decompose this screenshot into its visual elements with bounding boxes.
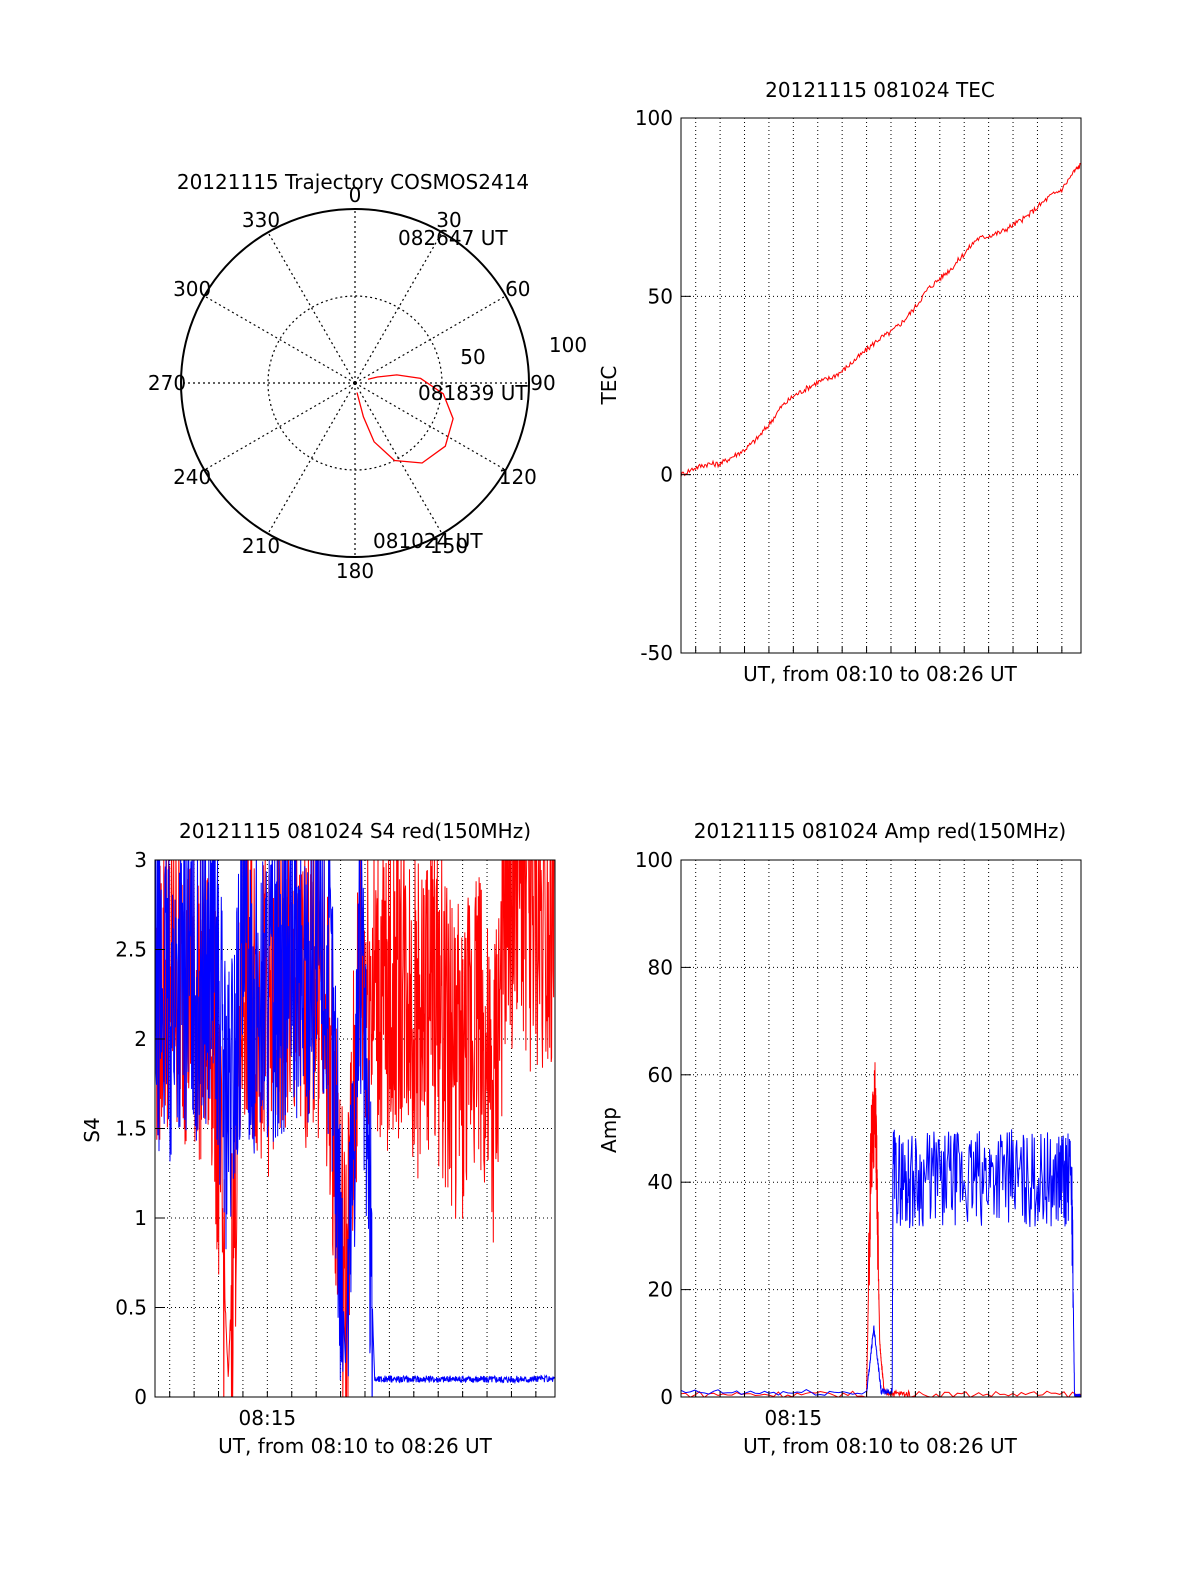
amp-grid (681, 860, 1081, 1397)
polar-azimuth-label-330: 330 (242, 208, 280, 232)
polar-annotation-mid: 081839 UT (418, 381, 528, 405)
polar-azimuth-label-270: 270 (148, 371, 186, 395)
polar-panel: 20121115 Trajectory COSMOS2414 0 30 60 90 12… (148, 170, 587, 583)
amp-ytick-label-60: 60 (648, 1063, 673, 1087)
polar-spoke-210 (267, 382, 356, 534)
amp-ytick-label-20: 20 (648, 1278, 673, 1302)
polar-azimuth-label-180: 180 (336, 559, 374, 583)
tec-title: 20121115 081024 TEC (765, 78, 995, 102)
s4-ytick-label-0.5: 0.5 (115, 1296, 147, 1320)
amp-ticks: 0 20 40 60 80 100 08:15 (635, 848, 1063, 1430)
polar-outer-ring (180, 208, 530, 558)
polar-radial-label-100: 100 (549, 333, 587, 357)
s4-ylabel: S4 (80, 1117, 104, 1142)
polar-series (356, 374, 454, 464)
amp-ytick-label-100: 100 (635, 848, 673, 872)
tec-plot-frame (680, 117, 1082, 654)
tec-ytick-label-50: 50 (648, 284, 673, 308)
polar-azimuth-label-300: 300 (173, 277, 211, 301)
s4-xtick-label-0: 08:15 (239, 1406, 297, 1430)
amp-xtick-label-0: 08:15 (765, 1406, 823, 1430)
tec-xlabel: UT, from 08:10 to 08:26 UT (743, 662, 1018, 686)
s4-ytick-label-2.5: 2.5 (115, 938, 147, 962)
tec-grid (681, 118, 1081, 653)
amp-series-line-0 (681, 1062, 1081, 1397)
polar-azimuth-label-120: 120 (499, 465, 537, 489)
amp-xlabel: UT, from 08:10 to 08:26 UT (743, 1434, 1018, 1458)
polar-title: 20121115 Trajectory COSMOS2414 (177, 170, 529, 194)
tec-ticks: -50 0 50 100 (635, 106, 1063, 665)
s4-panel: 20121115 081024 S4 red(150MHz) 0 0.5 1 1.5 2… (80, 819, 556, 1458)
polar-spoke-150 (354, 382, 443, 534)
s4-series (155, 860, 555, 1397)
amp-title: 20121115 081024 Amp red(150MHz) (694, 819, 1066, 843)
s4-xlabel: UT, from 08:10 to 08:26 UT (218, 1434, 493, 1458)
polar-annotation-end: 082647 UT (398, 226, 508, 250)
polar-spoke-30 (354, 232, 443, 384)
polar-annotation-start: 081024 UT (373, 529, 483, 553)
polar-azimuth-labels: 0 30 60 90 120 150 180 210 240 270 300 330 (148, 183, 556, 583)
polar-azimuth-label-240: 240 (173, 465, 211, 489)
s4-ytick-label-2: 2 (134, 1027, 147, 1051)
tec-series-line-0 (681, 162, 1081, 477)
s4-ytick-label-3: 3 (134, 848, 147, 872)
polar-azimuth-label-0: 0 (349, 183, 362, 207)
polar-azimuth-label-150: 150 (430, 534, 468, 558)
s4-title: 20121115 081024 S4 red(150MHz) (179, 819, 531, 843)
polar-spoke-300 (204, 295, 356, 384)
polar-azimuth-label-30: 30 (436, 208, 461, 232)
polar-trajectory-line-0 (356, 374, 454, 464)
tec-ytick-label--50: -50 (640, 641, 673, 665)
polar-azimuth-label-60: 60 (505, 277, 530, 301)
polar-spoke-120 (354, 382, 506, 471)
polar-radial-label-50: 50 (460, 345, 485, 369)
s4-series-line-1 (155, 860, 555, 1397)
amp-ytick-label-80: 80 (648, 955, 673, 979)
s4-ytick-label-1.5: 1.5 (115, 1117, 147, 1141)
tec-ytick-label-0: 0 (660, 463, 673, 487)
amp-panel: 20121115 081024 Amp red(150MHz) 0 20 40 60 8… (597, 819, 1082, 1458)
s4-ytick-label-0: 0 (134, 1385, 147, 1409)
polar-azimuth-label-90: 90 (530, 371, 555, 395)
amp-series-line-1 (681, 1129, 1081, 1397)
polar-spoke-60 (354, 295, 506, 384)
tec-panel: 20121115 081024 TEC -50 0 50 100 UT, from 0… (597, 78, 1082, 686)
amp-plot-frame (680, 859, 1082, 1398)
tec-ylabel: TEC (597, 366, 621, 406)
polar-azimuth-label-210: 210 (242, 534, 280, 558)
amp-ytick-label-0: 0 (660, 1385, 673, 1409)
amp-ylabel: Amp (597, 1107, 621, 1153)
polar-spoke-330 (267, 232, 356, 384)
polar-grid (181, 209, 529, 557)
amp-ytick-label-40: 40 (648, 1170, 673, 1194)
polar-spoke-240 (204, 382, 356, 471)
tec-series (681, 162, 1081, 477)
s4-ticks: 0 0.5 1 1.5 2 2.5 3 08:15 (115, 848, 537, 1430)
tec-ytick-label-100: 100 (635, 106, 673, 130)
s4-ytick-label-1: 1 (134, 1206, 147, 1230)
amp-series (681, 1062, 1081, 1397)
